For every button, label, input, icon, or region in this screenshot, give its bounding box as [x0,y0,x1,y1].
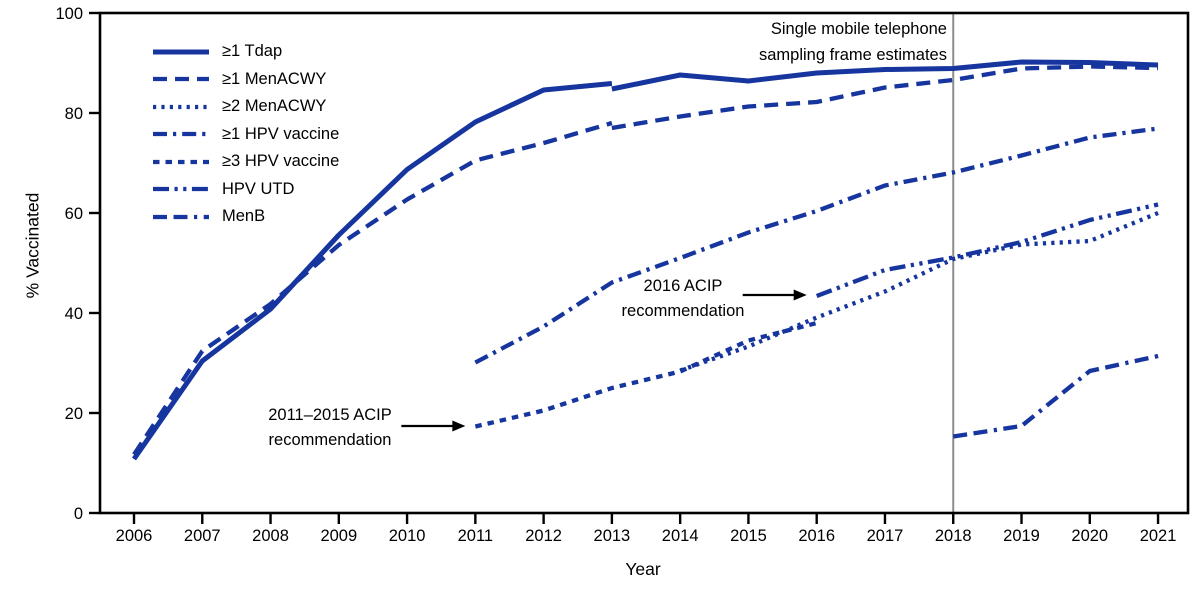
x-tick-label-2007: 2007 [184,527,221,545]
series-line-hpv-3 [474,320,818,429]
annotation-acip-2011-2015: 2011–2015 ACIP recommendation [254,403,406,453]
x-tick-label-2021: 2021 [1140,527,1177,545]
x-tick-label-2016: 2016 [798,527,835,545]
annotation-acip-2016: 2016 ACIP recommendation [607,274,759,324]
series-line-menacwy-2 [679,211,1159,373]
series-line-hpv-1 [474,126,1159,365]
y-tick-label-40: 40 [65,305,83,323]
legend-item-hpv-1: ≥1 HPV vaccine [152,121,339,149]
legend-item-tdap: ≥1 Tdap [152,38,339,66]
legend: ≥1 Tdap ≥1 MenACWY ≥2 MenACWY ≥1 HPV vaccin… [152,38,339,231]
annotation-acip-2016-line1: 2016 ACIP [643,277,723,295]
annotation-single-frame: Single mobile telephone sampling frame e… [759,16,947,68]
legend-swatch-menacwy-2 [153,104,209,109]
x-tick-label-2018: 2018 [935,527,972,545]
legend-swatch-menb [153,214,209,219]
legend-label-menb: MenB [222,207,266,226]
x-axis-title: Year [625,559,661,579]
y-axis-title: % Vaccinated [22,192,43,299]
plot-frame [98,11,1190,515]
series-line-tdap-seg2 [611,59,1159,92]
legend-swatch-hpv-1 [153,132,209,137]
y-tick-label-80: 80 [65,105,83,123]
x-tick-label-2020: 2020 [1071,527,1108,545]
legend-label-hpv-utd: HPV UTD [222,179,295,198]
x-tick-label-2012: 2012 [525,527,562,545]
x-tick-label-2008: 2008 [252,527,289,545]
x-tick-label-2006: 2006 [116,527,153,545]
legend-label-menacwy-1: ≥1 MenACWY [222,69,327,88]
legend-label-hpv-1: ≥1 HPV vaccine [222,124,340,143]
annotation-acip-2011-2015-line2: recommendation [268,431,392,449]
annotation-single-frame-line1: Single mobile telephone [770,20,947,38]
x-tick-label-2014: 2014 [662,527,699,545]
x-tick-label-2011: 2011 [458,527,493,545]
x-tick-label-2017: 2017 [867,527,904,545]
annotation-acip-2011-2015-line1: 2011–2015 ACIP [268,406,392,424]
annotation-arrow-1-head [452,420,466,432]
y-tick-label-100: 100 [55,5,83,23]
annotation-arrow-2-head [793,289,807,301]
legend-label-tdap: ≥1 Tdap [222,42,283,61]
x-tick-label-2009: 2009 [320,527,357,545]
x-tick-label-2010: 2010 [389,527,426,545]
x-tick-label-2019: 2019 [1003,527,1040,545]
legend-label-menacwy-2: ≥2 MenACWY [222,97,327,116]
series-line-menb [952,353,1159,439]
legend-swatch-menacwy-1 [153,77,209,82]
series-line-hpv-utd [815,202,1159,299]
legend-swatch-hpv-3 [153,159,209,164]
y-tick-label-60: 60 [65,205,83,223]
legend-item-menacwy-1: ≥1 MenACWY [152,66,339,94]
x-tick-label-2015: 2015 [730,527,767,545]
y-tick-label-0: 0 [74,505,83,523]
series-line-tdap-seg1 [131,81,613,461]
series-line-menacwy-1-seg1 [132,120,613,456]
legend-item-menb: MenB [152,203,339,231]
legend-label-hpv-3: ≥3 HPV vaccine [222,152,340,171]
annotation-single-frame-line2: sampling frame estimates [759,46,947,64]
y-tick-label-20: 20 [65,405,83,423]
annotation-acip-2016-line2: recommendation [621,302,745,320]
legend-swatch-tdap [153,49,209,55]
legend-swatch-hpv-utd [153,187,209,192]
legend-item-hpv-utd: HPV UTD [152,176,339,204]
series-line-menacwy-1-seg2 [611,64,1159,131]
legend-item-menacwy-2: ≥2 MenACWY [152,93,339,121]
x-tick-label-2013: 2013 [594,527,631,545]
legend-item-hpv-3: ≥3 HPV vaccine [152,148,339,176]
